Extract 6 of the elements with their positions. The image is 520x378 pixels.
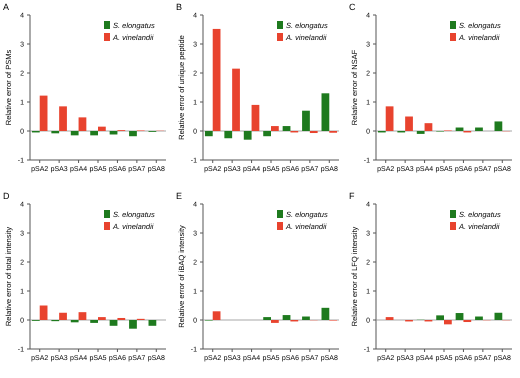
chart-title: B	[176, 2, 182, 12]
chart-title: E	[176, 191, 182, 201]
chart-title: D	[3, 191, 10, 201]
chart-title: F	[349, 191, 355, 201]
chart-title: C	[349, 2, 356, 12]
chart-title: A	[3, 2, 10, 12]
